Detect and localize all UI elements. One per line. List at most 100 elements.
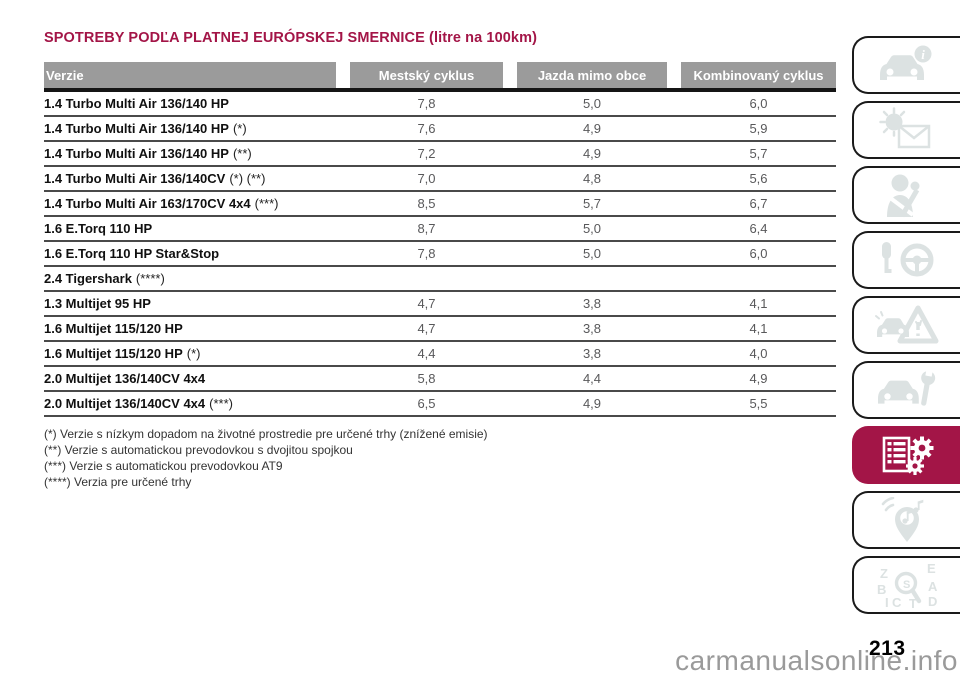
urban-value-cell: 4,4	[417, 346, 436, 361]
footnote: (****) Verzia pre určené trhy	[44, 475, 192, 489]
version-name: 1.6 E.Torq 110 HP	[44, 221, 153, 236]
combined-value-cell: 4,1	[749, 321, 768, 336]
svg-text:B: B	[877, 582, 886, 597]
sidebar-tab-technical-data	[852, 426, 960, 484]
urban-value-cell: 7,6	[417, 121, 436, 136]
extra-urban-value-cell: 5,0	[582, 246, 602, 261]
safety-seatbelt-icon	[872, 172, 942, 218]
version-footnote-marker: (***)	[254, 196, 279, 211]
extra-urban-value-cell: 5,0	[582, 96, 602, 111]
sidebar-tab-safety	[852, 166, 960, 224]
version-name: 1.6 Multijet 115/120 HP	[44, 321, 183, 336]
svg-text:S: S	[903, 579, 910, 591]
manual-page-content: SPOTREBY PODĽA PLATNEJ EURÓPSKEJ SMERNIC…	[44, 30, 836, 490]
table-row: 2.0 Multijet 136/140CV 4x4 5,8 4,4 4,9	[44, 367, 836, 392]
urban-value-cell: 6,5	[417, 396, 436, 411]
version-cell: 2.0 Multijet 136/140CV 4x4	[44, 371, 336, 386]
version-name: 1.6 Multijet 115/120 HP	[44, 346, 183, 361]
version-footnote-marker: (*)	[232, 121, 247, 136]
version-footnote-marker: (**)	[232, 146, 252, 161]
page-number: 213	[869, 637, 906, 660]
svg-text:T: T	[909, 596, 917, 608]
combined-value-cell: 4,1	[749, 296, 768, 311]
version-name: 1.4 Turbo Multi Air 136/140 HP	[44, 146, 229, 161]
urban-value-cell: 5,8	[417, 371, 436, 386]
version-cell: 1.3 Multijet 95 HP	[44, 296, 336, 311]
combined-value-cell: 6,7	[749, 196, 768, 211]
page-title: SPOTREBY PODĽA PLATNEJ EURÓPSKEJ SMERNIC…	[44, 30, 538, 46]
urban-value-cell: 4,7	[417, 321, 436, 336]
version-name: 1.4 Turbo Multi Air 136/140 HP	[44, 121, 229, 136]
svg-text:A: A	[928, 579, 938, 594]
svg-text:i: i	[921, 47, 925, 62]
extra-urban-value-cell: 3,8	[582, 346, 602, 361]
table-row: 2.4 Tigershark (****)	[44, 267, 836, 292]
sidebar-tab-warning-lights	[852, 101, 960, 159]
combined-value-cell: 5,6	[749, 171, 768, 186]
combined-value-cell: 5,9	[749, 121, 768, 136]
alphabetical-index-search-icon: Z E B A I C D T S	[872, 562, 942, 608]
chapter-tab-sidebar: i	[852, 36, 960, 621]
version-cell: 1.6 Multijet 115/120 HP	[44, 321, 336, 336]
version-cell: 2.4 Tigershark (****)	[44, 271, 336, 286]
extra-urban-value-cell: 4,4	[582, 371, 602, 386]
consumption-table: Verzie Mestský cyklus Jazda mimo obce Ko…	[44, 62, 836, 417]
version-cell: 1.4 Turbo Multi Air 136/140 HP	[44, 96, 336, 111]
key-steering-wheel-icon	[872, 237, 942, 283]
urban-value-cell: 8,7	[417, 221, 436, 236]
warning-light-message-icon	[872, 107, 942, 153]
sidebar-tab-starting-driving	[852, 231, 960, 289]
table-row: 1.4 Turbo Multi Air 136/140 HP (**) 7,2 4,9…	[44, 142, 836, 167]
car-info-icon: i	[872, 42, 942, 88]
version-cell: 1.6 E.Torq 110 HP	[44, 221, 336, 236]
version-name: 2.0 Multijet 136/140CV 4x4	[44, 396, 206, 411]
header-cell-combined-cycle: Kombinovaný cyklus	[667, 62, 836, 88]
multimedia-pin-music-icon	[872, 497, 942, 543]
sidebar-tab-maintenance	[852, 361, 960, 419]
table-body: 1.4 Turbo Multi Air 136/140 HP 7,8 5,0 6,0 1…	[44, 92, 836, 417]
emergency-warning-triangle-icon	[872, 302, 942, 348]
version-footnote-marker: (***)	[209, 396, 233, 411]
sidebar-tab-vehicle-info: i	[852, 36, 960, 94]
version-footnote-marker: (*) (**)	[229, 171, 266, 186]
extra-urban-value-cell: 4,8	[582, 171, 602, 186]
combined-value-cell: 6,4	[749, 221, 768, 236]
sidebar-tab-index: Z E B A I C D T S	[852, 556, 960, 614]
extra-urban-value-cell: 3,8	[582, 321, 602, 336]
technical-data-gears-icon	[872, 432, 942, 478]
version-name: 1.4 Turbo Multi Air 163/170CV 4x4	[44, 196, 251, 211]
version-name: 1.6 E.Torq 110 HP Star&Stop	[44, 246, 220, 261]
combined-value-cell: 6,0	[749, 96, 768, 111]
table-row: 1.6 Multijet 115/120 HP 4,7 3,8 4,1	[44, 317, 836, 342]
extra-urban-value-cell: 4,9	[582, 396, 602, 411]
combined-value-cell: 5,7	[749, 146, 768, 161]
header-cell-versions: Verzie	[44, 62, 336, 88]
extra-urban-value-cell: 3,8	[582, 296, 602, 311]
table-row: 1.4 Turbo Multi Air 163/170CV 4x4 (***) 8,…	[44, 192, 836, 217]
version-name: 1.4 Turbo Multi Air 136/140CV	[44, 171, 226, 186]
combined-value-cell: 5,5	[749, 396, 768, 411]
svg-text:C: C	[892, 595, 902, 608]
extra-urban-value-cell: 4,9	[582, 121, 602, 136]
version-cell: 1.4 Turbo Multi Air 136/140CV (*) (**)	[44, 171, 336, 186]
version-cell: 1.6 E.Torq 110 HP Star&Stop	[44, 246, 336, 261]
extra-urban-value-cell: 5,0	[582, 221, 602, 236]
version-cell: 2.0 Multijet 136/140CV 4x4 (***)	[44, 396, 336, 411]
urban-value-cell: 7,8	[417, 246, 436, 261]
urban-value-cell: 4,7	[417, 296, 436, 311]
footnote: (*) Verzie s nízkym dopadom na životné p…	[44, 427, 488, 441]
header-cell-extra-urban: Jazda mimo obce	[503, 62, 667, 88]
version-name: 2.0 Multijet 136/140CV 4x4	[44, 371, 206, 386]
version-cell: 1.4 Turbo Multi Air 136/140 HP (**)	[44, 146, 336, 161]
table-row: 2.0 Multijet 136/140CV 4x4 (***) 6,5 4,9 5,5	[44, 392, 836, 417]
urban-value-cell: 7,8	[417, 96, 436, 111]
urban-value-cell: 8,5	[417, 196, 436, 211]
watermark: carmanualsonline.info	[675, 645, 958, 676]
combined-value-cell: 6,0	[749, 246, 768, 261]
table-row: 1.6 Multijet 115/120 HP (*) 4,4 3,8 4,0	[44, 342, 836, 367]
sidebar-tab-multimedia	[852, 491, 960, 549]
urban-value-cell: 7,2	[417, 146, 436, 161]
footnote: (***) Verzie s automatickou prevodovkou …	[44, 459, 283, 473]
version-cell: 1.6 Multijet 115/120 HP (*)	[44, 346, 336, 361]
table-row: 1.4 Turbo Multi Air 136/140CV (*) (**) 7,0…	[44, 167, 836, 192]
